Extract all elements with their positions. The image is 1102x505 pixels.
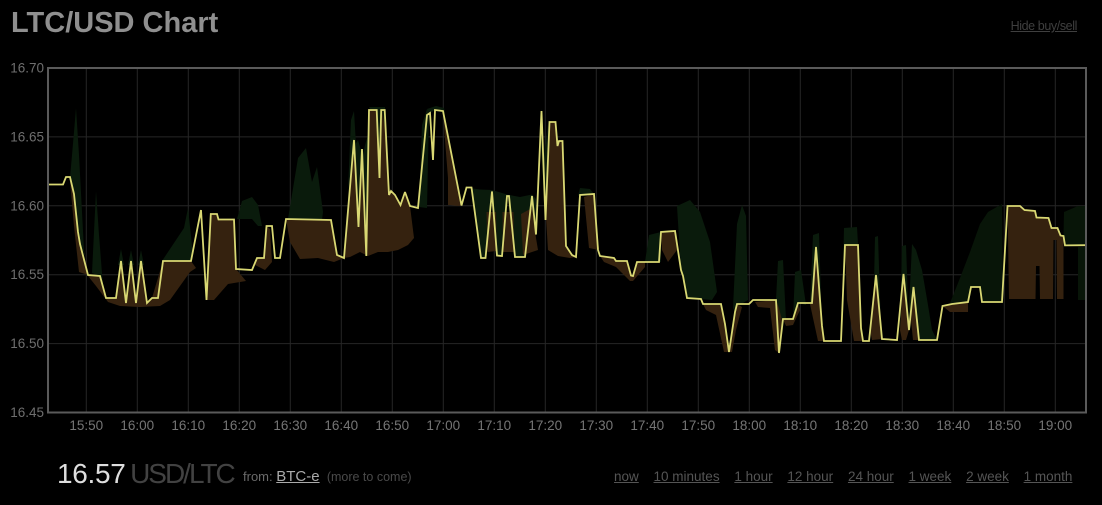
svg-text:18:50: 18:50: [987, 418, 1021, 433]
svg-text:16.60: 16.60: [10, 198, 44, 213]
svg-text:16.50: 16.50: [10, 336, 44, 351]
svg-text:16:50: 16:50: [375, 418, 409, 433]
svg-text:17:00: 17:00: [426, 418, 460, 433]
svg-text:16.55: 16.55: [10, 267, 44, 282]
svg-text:16:10: 16:10: [171, 418, 205, 433]
svg-text:16.70: 16.70: [10, 61, 44, 76]
svg-text:16:20: 16:20: [222, 418, 256, 433]
svg-text:16.45: 16.45: [10, 405, 44, 420]
svg-text:17:10: 17:10: [477, 418, 511, 433]
svg-text:17:30: 17:30: [579, 418, 613, 433]
svg-text:16.65: 16.65: [10, 129, 44, 144]
svg-text:17:50: 17:50: [681, 418, 715, 433]
svg-text:18:00: 18:00: [732, 418, 766, 433]
svg-text:18:40: 18:40: [936, 418, 970, 433]
svg-text:18:10: 18:10: [783, 418, 817, 433]
svg-text:17:20: 17:20: [528, 418, 562, 433]
svg-text:16:40: 16:40: [324, 418, 358, 433]
svg-text:18:30: 18:30: [885, 418, 919, 433]
svg-text:15:50: 15:50: [69, 418, 103, 433]
svg-text:19:00: 19:00: [1038, 418, 1072, 433]
svg-text:16:30: 16:30: [273, 418, 307, 433]
svg-text:16:00: 16:00: [120, 418, 154, 433]
svg-text:17:40: 17:40: [630, 418, 664, 433]
svg-text:18:20: 18:20: [834, 418, 868, 433]
